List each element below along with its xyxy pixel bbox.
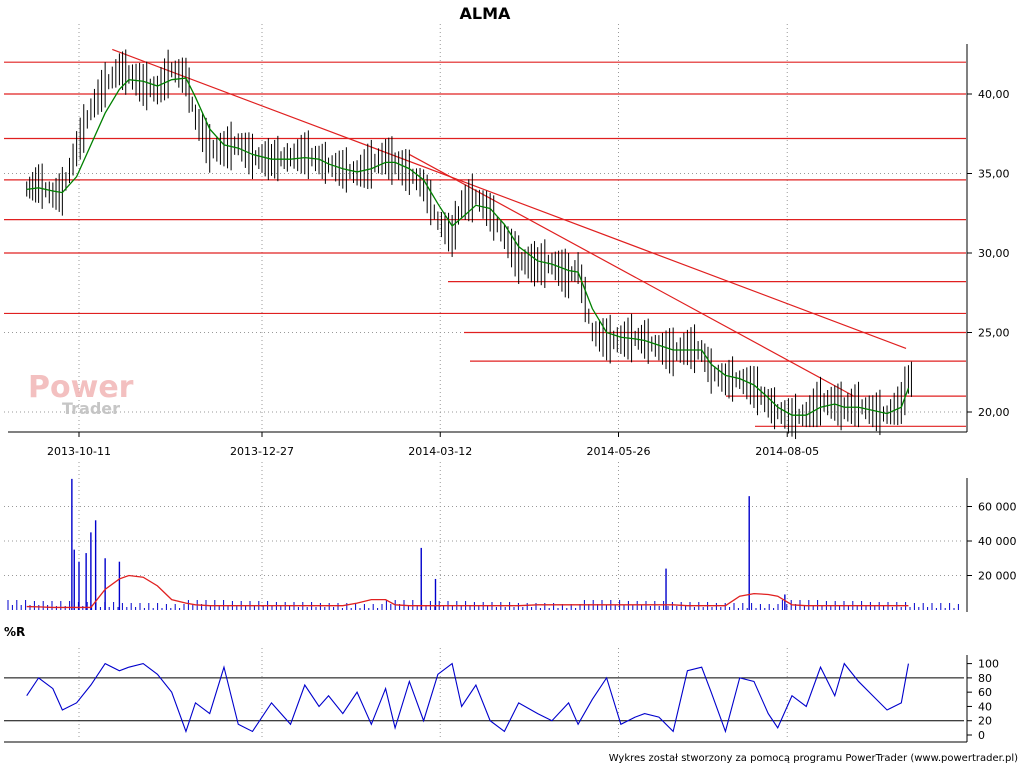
wr-y-tick-label: 100 — [978, 658, 999, 671]
price-x-tick-label: 2013-12-27 — [230, 445, 294, 458]
volume-y-tick-label: 60 000 — [978, 501, 1017, 514]
price-panel: 20,00 25,00 30,00 35,00 40,00 2013-10-11 2013-… — [4, 24, 1010, 740]
volume-panel: 20 000 40 000 60 000 — [4, 478, 1017, 612]
price-x-tick-label: 2014-03-12 — [408, 445, 472, 458]
volume-y-tick-label: 40 000 — [978, 535, 1017, 548]
moving-average-line — [26, 77, 910, 416]
watermark-trader: Trader — [62, 399, 120, 418]
price-x-tick-label: 2014-05-26 — [587, 445, 651, 458]
trendline — [112, 48, 907, 349]
footer-credit: Wykres został stworzony za pomocą progra… — [609, 753, 1018, 764]
wr-y-tick-label: 0 — [978, 729, 985, 742]
wr-y-tick-label: 20 — [978, 715, 992, 728]
price-y-tick-label: 40,00 — [978, 88, 1010, 101]
wr-y-tick-label: 80 — [978, 672, 992, 685]
watermark-power: Power — [28, 370, 134, 405]
williams-r-title: %R — [4, 625, 25, 639]
wr-y-tick-label: 40 — [978, 700, 992, 713]
price-x-tick-label: 2013-10-11 — [47, 445, 111, 458]
price-y-tick-label: 35,00 — [978, 168, 1010, 181]
chart-title: ALMA — [460, 4, 512, 23]
price-y-tick-label: 20,00 — [978, 406, 1010, 419]
williams-r-line — [26, 662, 909, 734]
volume-average-line — [26, 574, 909, 609]
price-y-tick-label: 30,00 — [978, 247, 1010, 260]
price-x-tick-label: 2014-08-05 — [755, 445, 819, 458]
wr-y-tick-label: 60 — [978, 686, 992, 699]
price-y-tick-label: 25,00 — [978, 327, 1010, 340]
powertrader-watermark: Power Trader — [28, 370, 134, 418]
volume-y-tick-label: 20 000 — [978, 570, 1017, 583]
